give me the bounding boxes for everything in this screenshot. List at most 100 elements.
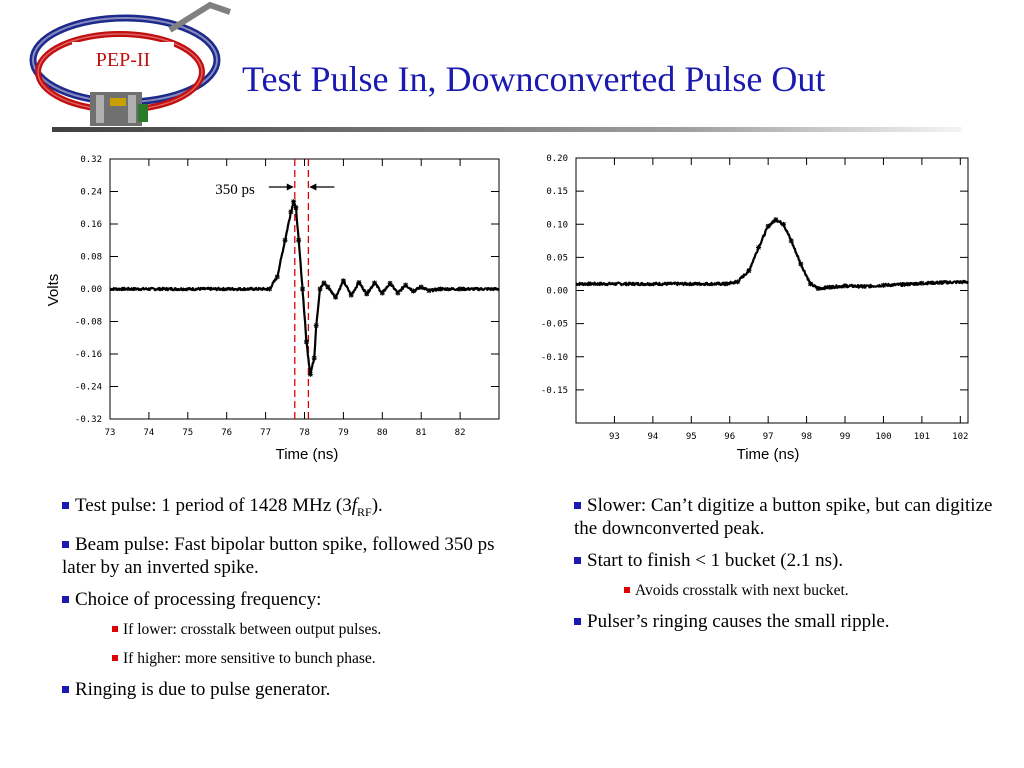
bullet-square-icon [574, 502, 581, 509]
data-point [266, 286, 272, 292]
data-point [300, 286, 306, 292]
bullet-item: Test pulse: 1 period of 1428 MHz (3fRF). [62, 494, 512, 524]
data-point [815, 286, 821, 292]
bullet-square-icon [62, 685, 69, 693]
x-tick-label: 79 [338, 428, 349, 438]
slide-title: Test Pulse In, Downconverted Pulse Out [242, 59, 826, 99]
x-axis-label: Time (ns) [276, 446, 339, 463]
data-point [288, 209, 294, 215]
series-line [109, 201, 500, 375]
data-point [765, 223, 771, 229]
pep-ii-logo: PEP-II [29, 1, 231, 126]
data-point [798, 261, 804, 267]
y-tick-label: 0.15 [546, 187, 568, 197]
x-tick-label: 77 [260, 428, 271, 438]
data-point [282, 237, 288, 243]
data-point [348, 292, 354, 298]
data-point [395, 290, 401, 296]
x-tick-label: 95 [686, 432, 697, 442]
series-line [575, 218, 969, 291]
bullet-item: Start to finish < 1 bucket (2.1 ns). [574, 549, 994, 572]
x-tick-label: 81 [416, 428, 427, 438]
data-point [861, 284, 867, 290]
bullet-list-right: Slower: Can’t digitize a button spike, b… [574, 494, 994, 642]
x-tick-label: 98 [801, 432, 812, 442]
data-point [734, 279, 740, 285]
bullet-square-icon [62, 595, 69, 603]
y-tick-label: 0.05 [546, 253, 568, 263]
data-point [307, 371, 313, 377]
data-point [756, 244, 762, 250]
x-axis-label: Time (ns) [737, 446, 800, 463]
y-tick-label: 0.20 [546, 154, 568, 164]
data-point [880, 282, 886, 288]
data-point [303, 339, 309, 345]
y-tick-label: -0.05 [541, 320, 568, 330]
data-point [340, 278, 346, 284]
x-tick-label: 101 [914, 432, 930, 442]
x-tick-label: 94 [647, 432, 658, 442]
x-tick-label: 99 [840, 432, 851, 442]
y-tick-label: 0.16 [80, 220, 102, 230]
data-point [311, 355, 317, 361]
x-tick-label: 96 [724, 432, 735, 442]
y-tick-label: 0.00 [80, 285, 102, 295]
bullet-item: Choice of processing frequency: [62, 588, 512, 611]
bullet-item: Slower: Can’t digitize a button spike, b… [574, 495, 993, 539]
x-tick-label: 74 [143, 428, 154, 438]
y-tick-label: 0.24 [80, 188, 102, 198]
data-point [827, 284, 833, 290]
sub-bullet-item: If lower: crosstalk between output pulse… [112, 620, 512, 639]
x-tick-label: 80 [377, 428, 388, 438]
y-tick-label: -0.15 [541, 386, 568, 396]
data-point [457, 286, 463, 292]
chart-test-pulse: 0.32 0.24 0.16 0.08 0.00 -0.08 -0.16 -0.24 -0.32… [45, 155, 500, 463]
data-point [356, 280, 362, 285]
data-point [438, 286, 444, 292]
bullet-item: Ringing is due to pulse generator. [62, 678, 512, 701]
y-tick-label: -0.10 [541, 353, 568, 363]
data-point [426, 288, 432, 294]
bullet-square-icon [574, 557, 581, 564]
x-tick-label: 76 [221, 428, 232, 438]
data-point [313, 323, 319, 329]
data-point [807, 281, 813, 287]
y-tick-label: -0.32 [75, 415, 102, 425]
plot-frame [575, 157, 969, 424]
x-tick-label: 93 [609, 432, 620, 442]
data-point [919, 280, 925, 286]
x-tick-label: 102 [952, 432, 968, 442]
bullet-item: Pulser’s ringing causes the small ripple… [574, 610, 994, 633]
x-tick-label: 100 [875, 432, 891, 442]
data-point [403, 282, 409, 288]
bullet-square-icon [62, 540, 69, 548]
x-tick-label: 82 [455, 428, 466, 438]
bullet-list-left: Test pulse: 1 period of 1428 MHz (3fRF).… [62, 494, 512, 710]
data-point [410, 288, 416, 294]
data-point [781, 221, 787, 227]
x-tick-label: 75 [182, 428, 193, 438]
data-point [418, 284, 424, 290]
data-point [364, 291, 370, 297]
bullet-item: Beam pulse: Fast bipolar button spike, f… [62, 533, 495, 578]
y-tick-label: 0.10 [546, 220, 568, 230]
data-point [321, 280, 327, 286]
x-tick-label: 97 [763, 432, 774, 442]
x-tick-label: 78 [299, 428, 310, 438]
data-point [746, 268, 752, 274]
bullet-square-icon [62, 502, 69, 509]
data-point [788, 238, 794, 244]
sub-bullet-item: Avoids crosstalk with next bucket. [624, 581, 994, 600]
data-point [842, 283, 848, 289]
bullet-square-icon [574, 618, 581, 625]
data-point [296, 237, 302, 243]
data-point [274, 274, 280, 280]
sub-bullet-item: If higher: more sensitive to bunch phase… [112, 649, 512, 668]
sub-bullet-square-icon [112, 654, 118, 661]
annotation-350ps: 350 ps [215, 182, 255, 198]
plot-area: 0.32 0.24 0.16 0.08 0.00 -0.08 -0.16 -0.24 -0.32… [75, 155, 500, 438]
data-point [293, 205, 299, 211]
arrow-head-icon [309, 183, 317, 191]
data-point [333, 294, 339, 300]
chart-downconverted-pulse: 0.20 0.15 0.10 0.05 0.00 -0.05 -0.10 -0.15 93 94 9… [541, 154, 969, 463]
